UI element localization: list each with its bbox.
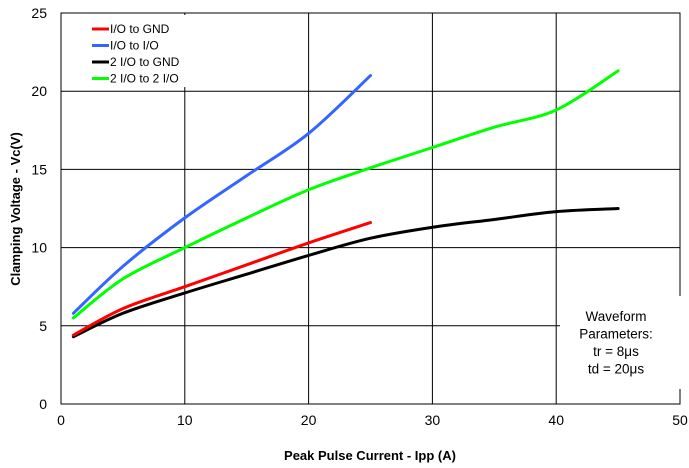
series-line-1 <box>71 221 372 337</box>
y-tick-label: 10 <box>31 240 47 256</box>
series-line-3 <box>71 207 620 339</box>
annotation-line: td = 20μs <box>588 362 644 377</box>
plot-frame <box>60 12 681 405</box>
series-line-2 <box>71 74 372 315</box>
y-tick-label: 15 <box>31 161 47 177</box>
chart-series <box>71 69 620 339</box>
legend-label: 2 I/O to GND <box>110 55 180 69</box>
y-axis-ticks: 0 5 10 15 20 25 <box>31 5 47 412</box>
y-tick-label: 20 <box>31 83 47 99</box>
y-axis-title: Clamping Voltage - Vc(V) <box>8 132 23 286</box>
x-tick-label: 40 <box>548 412 564 428</box>
waveform-annotation: Waveform Parameters: tr = 8μs td = 20μs <box>579 309 653 377</box>
legend-label: I/O to I/O <box>110 39 159 53</box>
x-tick-label: 0 <box>57 412 65 428</box>
y-tick-label: 5 <box>39 318 47 334</box>
legend-label: 2 I/O to 2 I/O <box>110 72 179 86</box>
legend-box <box>75 15 197 87</box>
annotation-line: Waveform <box>585 309 646 324</box>
x-tick-label: 30 <box>425 412 441 428</box>
annotation-line: tr = 8μs <box>593 344 639 359</box>
annotation-box <box>560 296 685 389</box>
x-tick-label: 50 <box>672 412 688 428</box>
y-tick-label: 25 <box>31 5 47 21</box>
y-tick-label: 0 <box>39 396 47 412</box>
x-tick-label: 20 <box>301 412 317 428</box>
chart-legend: I/O to GND I/O to I/O 2 I/O to GND 2 I/O to… <box>92 22 180 86</box>
x-tick-label: 10 <box>177 412 193 428</box>
series-line-4 <box>71 69 620 320</box>
x-axis-title: Peak Pulse Current - Ipp (A) <box>284 448 456 463</box>
x-axis-ticks: 0 10 20 30 40 50 <box>57 412 688 428</box>
annotation-line: Parameters: <box>579 327 653 342</box>
legend-label: I/O to GND <box>110 22 170 36</box>
